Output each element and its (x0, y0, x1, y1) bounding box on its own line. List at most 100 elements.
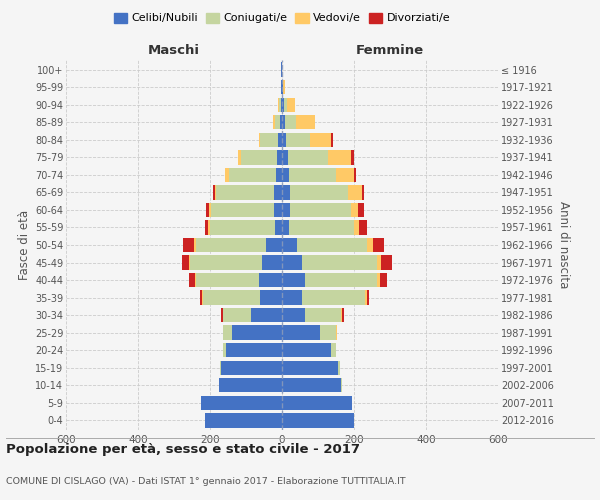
Bar (347, 185, 362, 200)
Bar (289, 150, 328, 164)
Bar (278, 132, 282, 147)
Bar (259, 273, 282, 287)
Bar (277, 150, 282, 164)
Bar (274, 202, 282, 217)
Bar (282, 273, 305, 287)
Bar (225, 168, 229, 182)
Bar (221, 360, 282, 375)
Bar (208, 220, 210, 234)
Bar (219, 378, 282, 392)
Bar (195, 273, 196, 287)
Bar (190, 256, 262, 270)
Bar (289, 168, 336, 182)
Bar (341, 308, 343, 322)
Bar (328, 150, 352, 164)
Bar (273, 115, 275, 130)
Bar (341, 378, 342, 392)
Bar (189, 256, 190, 270)
Bar (274, 185, 282, 200)
Bar (229, 168, 275, 182)
Bar (287, 98, 295, 112)
Bar (282, 80, 283, 94)
Y-axis label: Anni di nascita: Anni di nascita (557, 202, 571, 288)
Bar (226, 343, 282, 357)
Bar (182, 256, 189, 270)
Bar (310, 132, 331, 147)
Bar (217, 185, 274, 200)
Bar (282, 378, 341, 392)
Bar (284, 98, 287, 112)
Bar (281, 62, 282, 77)
Bar (373, 238, 383, 252)
Bar (210, 220, 275, 234)
Bar (320, 326, 336, 340)
Bar (275, 115, 280, 130)
Bar (305, 308, 341, 322)
Bar (377, 256, 381, 270)
Bar (275, 168, 282, 182)
Bar (296, 115, 316, 130)
Bar (211, 202, 274, 217)
Bar (282, 168, 289, 182)
Bar (343, 308, 344, 322)
Bar (259, 132, 260, 147)
Text: Femmine: Femmine (356, 44, 424, 58)
Bar (278, 98, 279, 112)
Bar (282, 238, 297, 252)
Bar (223, 308, 251, 322)
Text: Maschi: Maschi (148, 44, 200, 58)
Bar (285, 115, 296, 130)
Bar (196, 238, 266, 252)
Bar (223, 343, 226, 357)
Bar (380, 273, 387, 287)
Bar (251, 308, 282, 322)
Bar (275, 220, 282, 234)
Bar (352, 150, 355, 164)
Bar (209, 202, 211, 217)
Bar (290, 185, 347, 200)
Bar (354, 220, 359, 234)
Bar (282, 202, 290, 217)
Bar (282, 132, 286, 147)
Bar (297, 238, 367, 252)
Bar (232, 326, 282, 340)
Bar (289, 220, 354, 234)
Bar (282, 326, 320, 340)
Bar (302, 256, 377, 270)
Bar (282, 115, 285, 130)
Bar (367, 290, 370, 305)
Bar (220, 360, 221, 375)
Bar (305, 273, 377, 287)
Bar (221, 308, 223, 322)
Bar (282, 150, 289, 164)
Bar (282, 185, 290, 200)
Bar (223, 326, 232, 340)
Bar (282, 256, 302, 270)
Bar (215, 185, 217, 200)
Bar (213, 185, 215, 200)
Bar (367, 238, 373, 252)
Bar (351, 202, 358, 217)
Bar (262, 256, 282, 270)
Bar (381, 256, 392, 270)
Bar (282, 413, 354, 428)
Bar (203, 290, 260, 305)
Bar (206, 202, 209, 217)
Bar (336, 168, 354, 182)
Bar (282, 308, 305, 322)
Bar (201, 396, 282, 410)
Bar (282, 290, 302, 305)
Bar (194, 238, 196, 252)
Bar (282, 98, 284, 112)
Bar (279, 98, 281, 112)
Bar (190, 273, 195, 287)
Bar (286, 132, 310, 147)
Text: Popolazione per età, sesso e stato civile - 2017: Popolazione per età, sesso e stato civil… (6, 442, 360, 456)
Bar (338, 360, 340, 375)
Bar (377, 273, 380, 287)
Bar (196, 273, 259, 287)
Legend: Celibi/Nubili, Coniugati/e, Vedovi/e, Divorziati/e: Celibi/Nubili, Coniugati/e, Vedovi/e, Di… (109, 8, 455, 28)
Text: COMUNE DI CISLAGO (VA) - Dati ISTAT 1° gennaio 2017 - Elaborazione TUTTITALIA.IT: COMUNE DI CISLAGO (VA) - Dati ISTAT 1° g… (6, 477, 406, 486)
Bar (260, 290, 282, 305)
Bar (362, 185, 364, 200)
